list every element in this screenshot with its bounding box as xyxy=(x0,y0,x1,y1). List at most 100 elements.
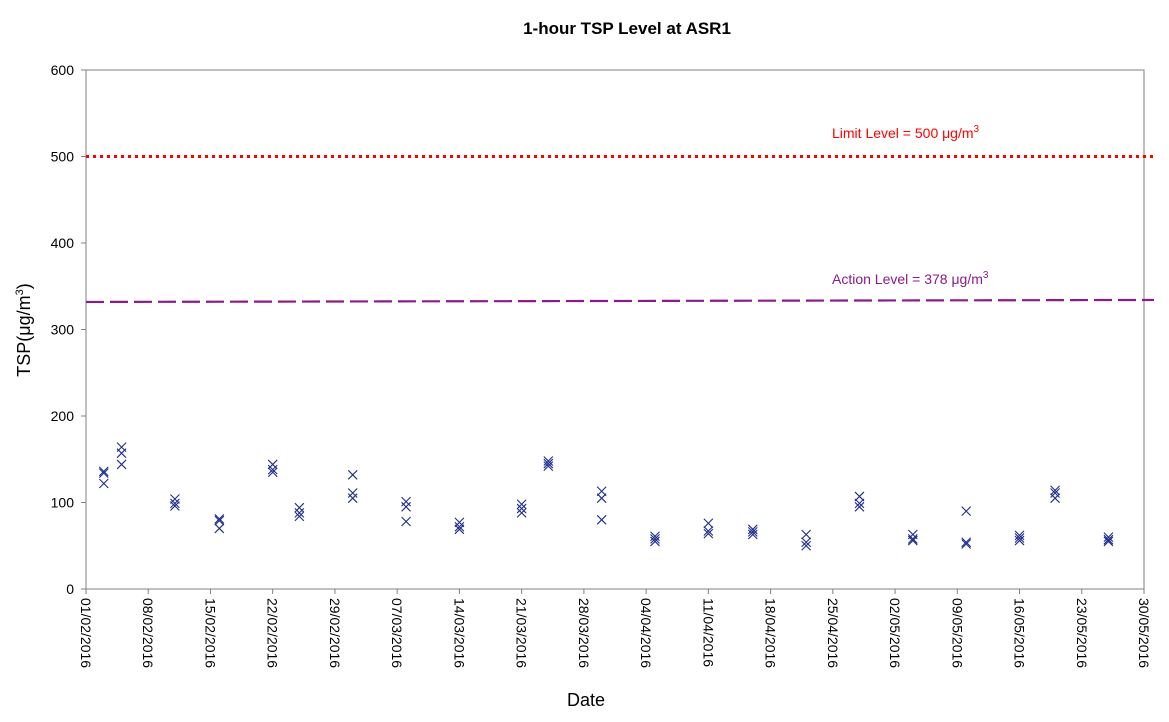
data-point xyxy=(516,507,527,518)
data-point xyxy=(116,459,127,470)
x-axis-label: Date xyxy=(567,690,605,710)
x-tick-label: 11/04/2016 xyxy=(700,598,716,667)
data-points xyxy=(98,442,1114,551)
data-point xyxy=(454,517,465,528)
data-point xyxy=(1050,488,1060,498)
data-point xyxy=(401,496,411,507)
data-point xyxy=(961,537,972,548)
data-point xyxy=(543,458,554,469)
action-level-label: Action Level = 378 μg/m3 xyxy=(832,270,989,287)
y-tick-label: 500 xyxy=(51,149,75,165)
data-point xyxy=(1050,493,1060,504)
data-point xyxy=(347,493,358,504)
data-point xyxy=(214,523,225,534)
data-point xyxy=(854,491,865,502)
y-tick-label: 0 xyxy=(66,581,74,597)
plot-area xyxy=(85,69,1145,590)
data-point xyxy=(854,498,865,509)
data-point xyxy=(1103,536,1114,547)
data-point xyxy=(454,521,465,532)
data-point xyxy=(267,464,278,475)
data-point xyxy=(543,461,554,472)
data-point xyxy=(650,531,660,542)
x-tick-label: 04/04/2016 xyxy=(638,598,654,668)
y-tick-label: 200 xyxy=(51,408,75,424)
x-tick-label: 30/05/2016 xyxy=(1136,598,1152,668)
data-point xyxy=(703,518,714,529)
data-point xyxy=(116,442,127,453)
y-tick-label: 600 xyxy=(51,62,75,78)
data-point xyxy=(1014,535,1025,546)
data-point xyxy=(516,503,527,514)
x-tick-label: 08/02/2016 xyxy=(140,598,156,668)
y-tick-label: 300 xyxy=(51,322,75,338)
data-point xyxy=(98,468,109,478)
x-tick-label: 29/02/2016 xyxy=(327,598,343,668)
x-tick-label: 14/03/2016 xyxy=(451,598,467,668)
data-point xyxy=(703,528,714,539)
data-point xyxy=(703,526,714,536)
data-point xyxy=(401,501,411,512)
data-point xyxy=(347,488,358,498)
data-point xyxy=(347,469,358,480)
data-point xyxy=(747,527,758,537)
data-point xyxy=(801,537,812,548)
data-point xyxy=(650,533,660,544)
data-point xyxy=(596,486,607,497)
data-point xyxy=(294,507,305,518)
x-tick-label: 28/03/2016 xyxy=(576,598,592,668)
data-point xyxy=(747,524,758,535)
data-point xyxy=(214,515,225,526)
y-axis-label: TSP(μg/m3) xyxy=(14,283,34,377)
data-point xyxy=(596,493,607,504)
data-point xyxy=(170,501,180,511)
x-tick-label: 15/02/2016 xyxy=(202,598,218,668)
data-point xyxy=(801,540,812,551)
y-tick-label: 400 xyxy=(51,235,75,251)
x-tick-label: 16/05/2016 xyxy=(1012,598,1028,668)
data-point xyxy=(543,456,554,466)
x-tick-label: 25/04/2016 xyxy=(825,598,841,668)
data-point xyxy=(907,533,918,544)
x-tick-label: 23/05/2016 xyxy=(1074,598,1090,668)
data-point xyxy=(1050,485,1060,496)
x-tick-label: 18/04/2016 xyxy=(763,598,779,668)
x-tick-label: 01/02/2016 xyxy=(78,598,94,668)
data-point xyxy=(294,511,305,522)
x-tick-label: 22/02/2016 xyxy=(265,598,281,668)
x-tick-label: 02/05/2016 xyxy=(887,598,903,668)
data-point xyxy=(267,467,278,478)
data-point xyxy=(454,524,465,535)
data-point xyxy=(961,539,972,549)
x-tick-label: 07/03/2016 xyxy=(389,598,405,668)
data-point xyxy=(1014,530,1025,541)
data-point xyxy=(854,501,865,512)
data-point xyxy=(98,478,109,489)
data-point xyxy=(907,529,918,540)
data-point xyxy=(98,466,109,477)
data-point xyxy=(170,494,180,504)
data-point xyxy=(801,529,812,540)
data-point xyxy=(214,514,225,524)
data-point xyxy=(747,529,758,540)
data-point xyxy=(961,506,972,517)
data-point xyxy=(516,499,527,510)
action-level-line xyxy=(85,298,1155,304)
data-point xyxy=(401,516,411,527)
x-axis: 01/02/2016 08/02/2016 15/02/2016 22/02/2016… xyxy=(78,589,1152,668)
data-point xyxy=(1103,532,1114,542)
limit-level-label: Limit Level = 500 μg/m3 xyxy=(832,124,980,141)
data-point xyxy=(1103,534,1114,545)
data-point xyxy=(294,502,305,513)
x-tick-label: 09/05/2016 xyxy=(949,598,965,668)
y-axis: 0 100 200 300 400 500 600 xyxy=(51,62,86,597)
y-tick-label: 100 xyxy=(51,495,75,511)
data-point xyxy=(267,459,278,470)
x-tick-label: 21/03/2016 xyxy=(514,598,530,668)
data-point xyxy=(650,536,660,547)
data-point xyxy=(1014,533,1025,543)
data-point xyxy=(170,498,180,509)
chart-title: 1-hour TSP Level at ASR1 xyxy=(523,19,731,38)
data-point xyxy=(596,514,607,525)
